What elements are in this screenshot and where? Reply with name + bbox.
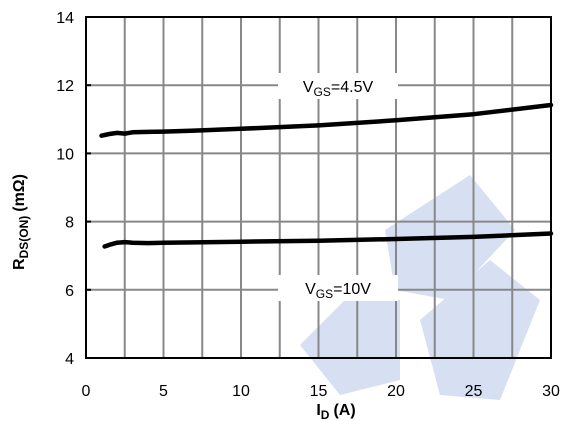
series-line-0 <box>99 102 554 138</box>
x-tick-labels: 0 5 10 15 20 25 30 <box>82 383 560 400</box>
series-labels: VGS=4.5V VGS=10V <box>278 73 398 301</box>
series-label-background <box>278 275 398 301</box>
y-tick-label: 4 <box>65 351 74 368</box>
series-label-1: VGS=10V <box>305 281 371 301</box>
y-tick-label: 6 <box>65 283 74 300</box>
x-tick-label: 30 <box>542 383 560 400</box>
y-tick-label: 14 <box>56 10 74 27</box>
series-label-0: VGS=4.5V <box>303 79 374 99</box>
x-tick-label: 5 <box>159 383 168 400</box>
x-tick-label: 25 <box>465 383 483 400</box>
plot-area-frame <box>85 16 552 359</box>
y-tick-label: 10 <box>56 146 74 163</box>
series-label-background <box>278 73 398 99</box>
series-line-1 <box>102 231 554 249</box>
y-tick-labels: 4 6 8 10 12 14 <box>56 10 74 368</box>
x-axis-title: ID (A) <box>316 402 355 421</box>
x-tick-label: 15 <box>310 383 328 400</box>
series-lines <box>99 102 554 249</box>
watermark-logo <box>300 175 540 400</box>
x-tick-label: 20 <box>387 383 405 400</box>
x-tick-label: 10 <box>232 383 250 400</box>
y-tick-label: 12 <box>56 78 74 95</box>
y-tick-label: 8 <box>65 215 74 232</box>
y-axis-title: RDS(ON)(mΩ) <box>11 174 31 270</box>
x-tick-label: 0 <box>82 383 91 400</box>
